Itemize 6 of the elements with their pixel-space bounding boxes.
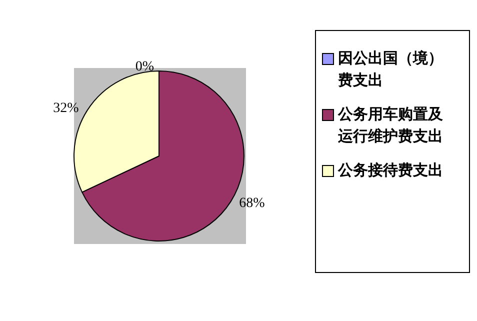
- data-label: 32%: [53, 100, 80, 116]
- legend-label: 因公出国（境）费支出: [338, 48, 444, 91]
- data-label: 68%: [239, 196, 266, 212]
- legend-label: 公务接待费支出: [338, 160, 444, 181]
- legend-label: 公务用车购置及运行维护费支出: [338, 104, 444, 147]
- text: 0%: [135, 60, 154, 74]
